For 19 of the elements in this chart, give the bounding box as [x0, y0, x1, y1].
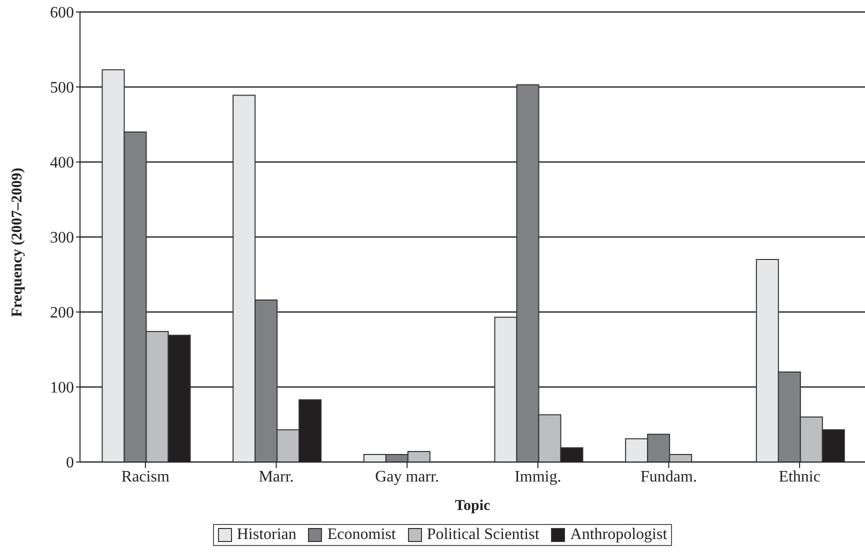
- y-tick-label: 100: [50, 380, 74, 397]
- legend-label: Economist: [326, 526, 396, 544]
- x-tick-label: Gay marr.: [375, 468, 440, 486]
- y-tick-label: 600: [50, 4, 74, 22]
- legend-label: Political Scientist: [426, 526, 540, 544]
- y-tick-label: 0: [66, 454, 74, 472]
- x-axis-title: Topic: [454, 498, 490, 514]
- x-tick-label: Marr.: [258, 468, 294, 486]
- x-tick-label: Ethnic: [778, 468, 820, 486]
- legend-label: Historian: [236, 526, 296, 544]
- x-tick-label: Racism: [121, 468, 170, 486]
- x-tick-label: Immig.: [514, 468, 562, 486]
- y-tick-label: 400: [50, 154, 74, 172]
- y-axis-title: Frequency (2007–2009): [9, 168, 26, 317]
- y-tick-label: 300: [50, 230, 74, 247]
- legend-label: Anthropologist: [569, 526, 668, 544]
- x-tick-label: Fundam.: [640, 468, 697, 486]
- y-tick-label: 500: [50, 80, 74, 97]
- y-tick-label: 200: [50, 304, 74, 322]
